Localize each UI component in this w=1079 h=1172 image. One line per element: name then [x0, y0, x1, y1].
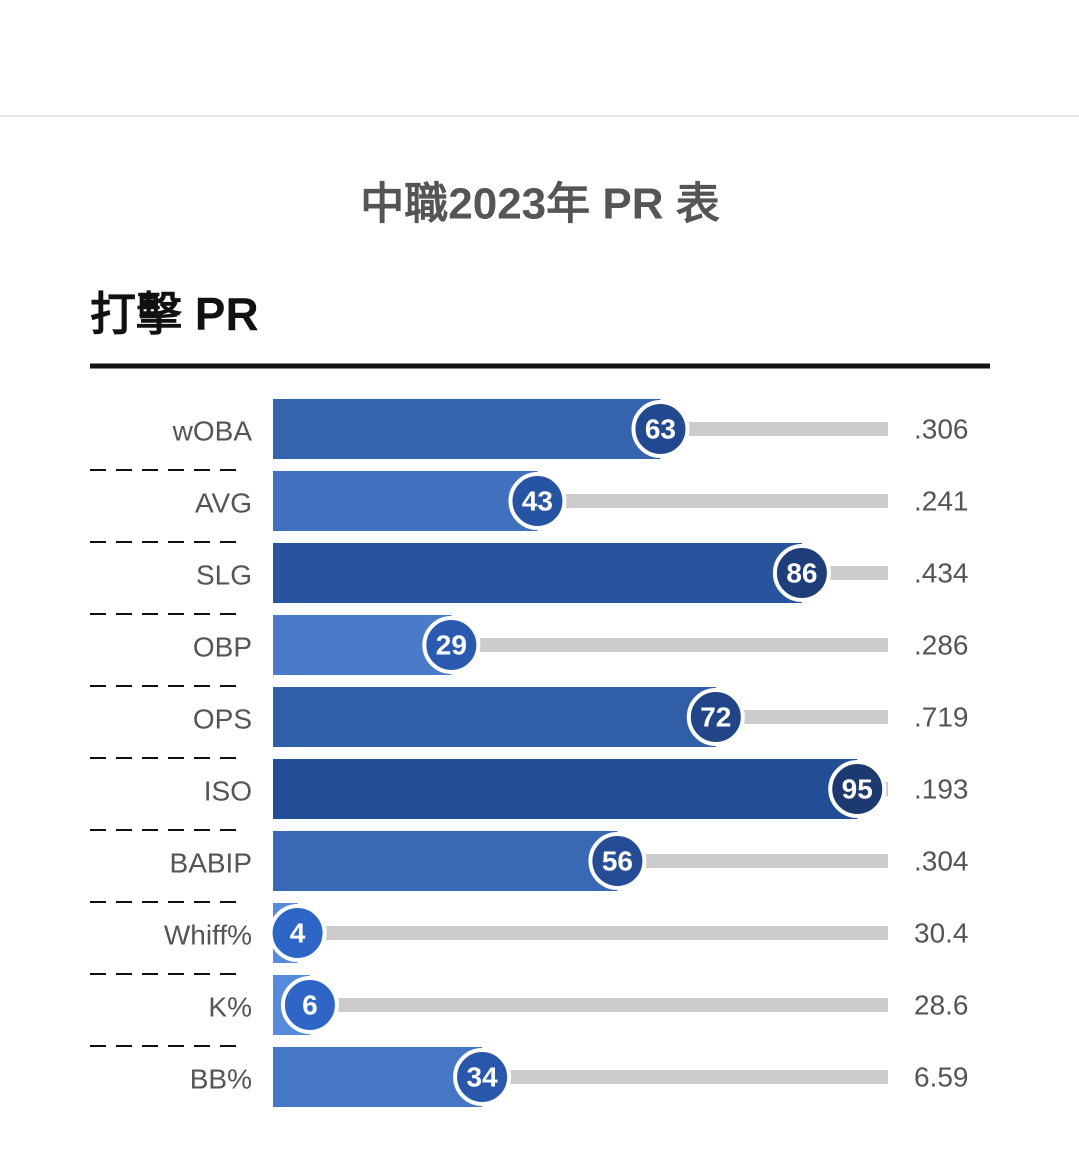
- stat-value: .286: [914, 629, 969, 660]
- stat-value: .306: [914, 413, 969, 444]
- pr-value: 56: [602, 845, 633, 876]
- pr-value: 43: [522, 485, 553, 516]
- stat-value: .434: [914, 557, 969, 588]
- pr-badge: [588, 832, 647, 890]
- chart-title: 中職2023年 PR 表: [360, 180, 719, 229]
- stat-value: .241: [914, 485, 969, 516]
- row-label: BB%: [190, 1063, 252, 1094]
- pr-value: 34: [467, 1061, 499, 1092]
- stat-value: .193: [914, 773, 969, 804]
- bar: [273, 831, 618, 891]
- row-label: AVG: [195, 487, 252, 518]
- pr-value: 63: [645, 413, 676, 444]
- bar: [273, 687, 716, 747]
- pr-value: 29: [436, 629, 467, 660]
- pr-value: 6: [302, 989, 318, 1020]
- pr-value: 72: [700, 701, 731, 732]
- stat-value: 6.59: [914, 1061, 969, 1092]
- pr-badge: [422, 616, 481, 674]
- bar: [273, 1047, 483, 1107]
- row-label: BABIP: [170, 847, 252, 878]
- stat-value: .719: [914, 701, 969, 732]
- pr-badge: [508, 472, 567, 530]
- bar: [273, 471, 538, 531]
- track: [273, 926, 888, 940]
- track: [273, 998, 888, 1012]
- pr-badge: [453, 1048, 512, 1106]
- stat-value: 30.4: [914, 917, 969, 948]
- row-label: wOBA: [172, 415, 253, 446]
- bar: [273, 759, 858, 819]
- pr-badge: [631, 400, 690, 458]
- pr-badge: [686, 688, 745, 746]
- row-label: OBP: [193, 631, 252, 662]
- bar: [273, 615, 452, 675]
- pr-value: 95: [842, 773, 873, 804]
- row-label: ISO: [204, 775, 252, 806]
- row-label: SLG: [196, 559, 252, 590]
- pr-value: 4: [290, 917, 306, 948]
- section-heading: 打擊 PR: [90, 288, 259, 340]
- row-label: OPS: [193, 703, 252, 734]
- row-label: K%: [208, 991, 252, 1022]
- stat-value: 28.6: [914, 989, 969, 1020]
- bar: [273, 399, 661, 459]
- pr-value: 86: [786, 557, 817, 588]
- pr-badge: [772, 544, 831, 602]
- pr-badge: [268, 904, 327, 962]
- pr-badge: [280, 976, 339, 1034]
- pr-badge: [828, 760, 887, 818]
- bar: [273, 543, 802, 603]
- row-label: Whiff%: [164, 919, 252, 950]
- stat-value: .304: [914, 845, 969, 876]
